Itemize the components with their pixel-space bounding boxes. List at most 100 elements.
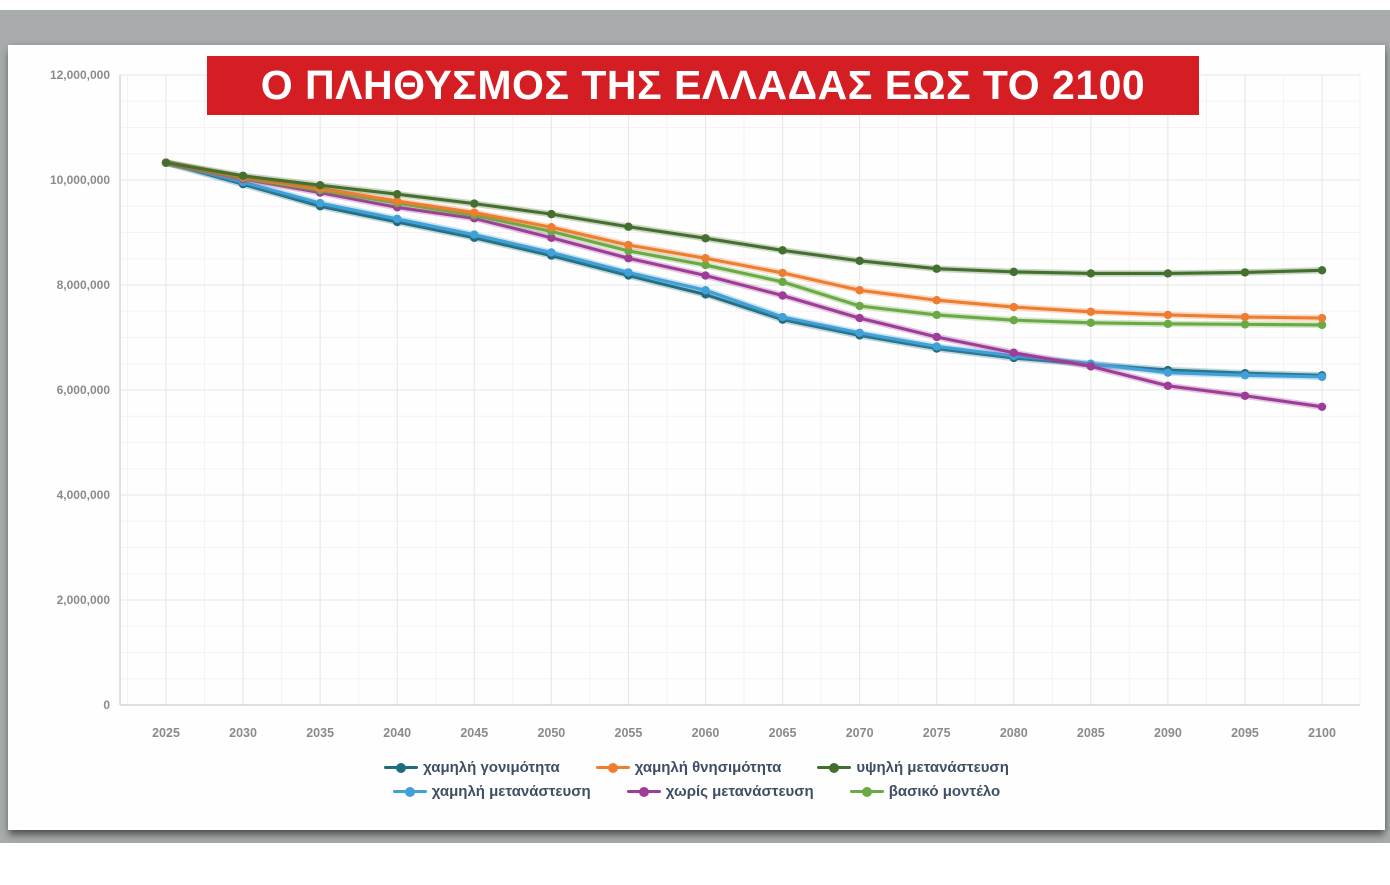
- data-point: [238, 171, 248, 180]
- data-point: [1163, 368, 1173, 377]
- data-point: [778, 246, 787, 255]
- data-point: [470, 208, 479, 217]
- y-axis-tick-labels: 0 2,000,000 4,000,000 6,000,000 8,000,000 10,…: [50, 68, 110, 712]
- y-tick-label: 10,000,000: [50, 173, 110, 187]
- y-tick-label: 4,000,000: [57, 488, 111, 502]
- chart-series: [161, 158, 1327, 411]
- data-point: [1240, 371, 1250, 380]
- x-axis-tick-labels: 2025 2030 2035 2040 2045 2050 2055 2060 2065 2070…: [152, 726, 1336, 740]
- x-tick-label: 2080: [1000, 726, 1028, 740]
- x-tick-label: 2030: [229, 726, 257, 740]
- axis-lines: [119, 75, 1360, 706]
- legend-item: χωρίς μετανάστευση: [626, 783, 814, 800]
- data-point: [855, 256, 864, 266]
- y-tick-label: 8,000,000: [57, 278, 111, 292]
- data-point: [547, 209, 556, 219]
- legend-label: χωρίς μετανάστευση: [665, 783, 814, 800]
- x-tick-label: 2090: [1154, 726, 1182, 740]
- data-point: [778, 277, 787, 287]
- x-tick-label: 2070: [846, 726, 874, 740]
- data-point: [1317, 402, 1327, 411]
- legend-line-marker-icon: [849, 786, 884, 797]
- legend-item: υψηλή μετανάστευση: [817, 759, 1009, 776]
- legend-item: χαμηλή μετανάστευση: [392, 783, 591, 800]
- legend-label: υψηλή μετανάστευση: [856, 759, 1009, 776]
- legend-label: χαμηλή θνησιμότητα: [634, 759, 782, 776]
- data-point: [161, 158, 171, 167]
- data-point: [701, 260, 710, 270]
- data-point: [701, 234, 710, 243]
- legend-line-marker-icon: [595, 762, 630, 773]
- data-point: [470, 230, 479, 239]
- data-point: [393, 189, 402, 199]
- legend-label: βασικό μοντέλο: [888, 783, 1001, 800]
- legend-line-marker-icon: [817, 762, 852, 773]
- data-point: [1086, 269, 1096, 278]
- data-point: [624, 240, 633, 250]
- data-point: [1240, 320, 1250, 329]
- data-point: [393, 214, 402, 224]
- x-tick-label: 2045: [460, 726, 488, 740]
- data-point: [624, 268, 633, 277]
- series-line-5: [161, 158, 1327, 330]
- x-tick-label: 2050: [537, 726, 565, 740]
- y-tick-label: 0: [103, 698, 110, 712]
- data-point: [932, 296, 941, 305]
- legend-line-marker-icon: [392, 786, 427, 797]
- x-tick-label: 2085: [1077, 726, 1105, 740]
- data-point: [701, 286, 710, 295]
- data-point: [1163, 381, 1173, 390]
- data-point: [1240, 391, 1250, 400]
- data-point: [778, 268, 787, 278]
- data-point: [1009, 302, 1018, 312]
- data-point: [547, 248, 556, 257]
- y-tick-label: 12,000,000: [50, 68, 110, 82]
- data-point: [315, 198, 325, 208]
- data-point: [1009, 348, 1018, 357]
- x-tick-label: 2075: [923, 726, 951, 740]
- data-point: [1240, 312, 1250, 322]
- data-point: [1317, 320, 1327, 330]
- data-point: [778, 291, 787, 300]
- data-point: [1163, 319, 1173, 329]
- data-point: [315, 181, 325, 190]
- x-tick-label: 2065: [769, 726, 797, 740]
- x-tick-label: 2060: [692, 726, 720, 740]
- data-point: [624, 246, 633, 256]
- x-tick-label: 2100: [1308, 726, 1336, 740]
- legend-label: χαμηλή μετανάστευση: [431, 783, 591, 800]
- data-point: [547, 233, 556, 242]
- legend-line-marker-icon: [626, 786, 661, 797]
- legend-item: χαμηλή γονιμότητα: [384, 759, 560, 776]
- data-point: [855, 328, 864, 337]
- data-point: [855, 313, 864, 323]
- gridlines: [120, 74, 1361, 705]
- x-tick-label: 2035: [306, 726, 334, 740]
- legend-label: χαμηλή γονιμότητα: [423, 759, 560, 776]
- data-point: [1086, 307, 1096, 316]
- chart-title-banner: Ο ΠΛΗΘΥΣΜΟΣ ΤΗΣ ΕΛΛΑΔΑΣ ΕΩΣ ΤΟ 2100: [207, 56, 1199, 115]
- data-point: [701, 271, 710, 280]
- legend-line-marker-icon: [384, 762, 419, 773]
- data-point: [1240, 268, 1250, 277]
- data-point: [778, 312, 787, 322]
- data-point: [932, 342, 941, 351]
- data-point: [1163, 310, 1173, 320]
- data-point: [1009, 315, 1018, 325]
- series-line-1: [161, 158, 1327, 323]
- legend-row: χαμηλή γονιμότητα χαμηλή θνησιμότητα υψηλή…: [384, 759, 1009, 776]
- x-tick-label: 2025: [152, 726, 180, 740]
- data-point: [393, 196, 402, 206]
- legend-row: χαμηλή μετανάστευση χωρίς μετανάστευση βασ…: [392, 783, 1001, 800]
- data-point: [1317, 266, 1327, 275]
- y-tick-label: 6,000,000: [57, 383, 111, 397]
- data-point: [1009, 267, 1018, 277]
- data-point: [1086, 362, 1096, 371]
- data-point: [1317, 372, 1327, 382]
- data-point: [1317, 313, 1327, 323]
- data-point: [1086, 318, 1096, 327]
- population-chart: 0 2,000,000 4,000,000 6,000,000 8,000,000 10,…: [50, 68, 1361, 740]
- data-point: [470, 199, 479, 208]
- legend-item: βασικό μοντέλο: [849, 783, 1001, 800]
- data-point: [932, 332, 941, 342]
